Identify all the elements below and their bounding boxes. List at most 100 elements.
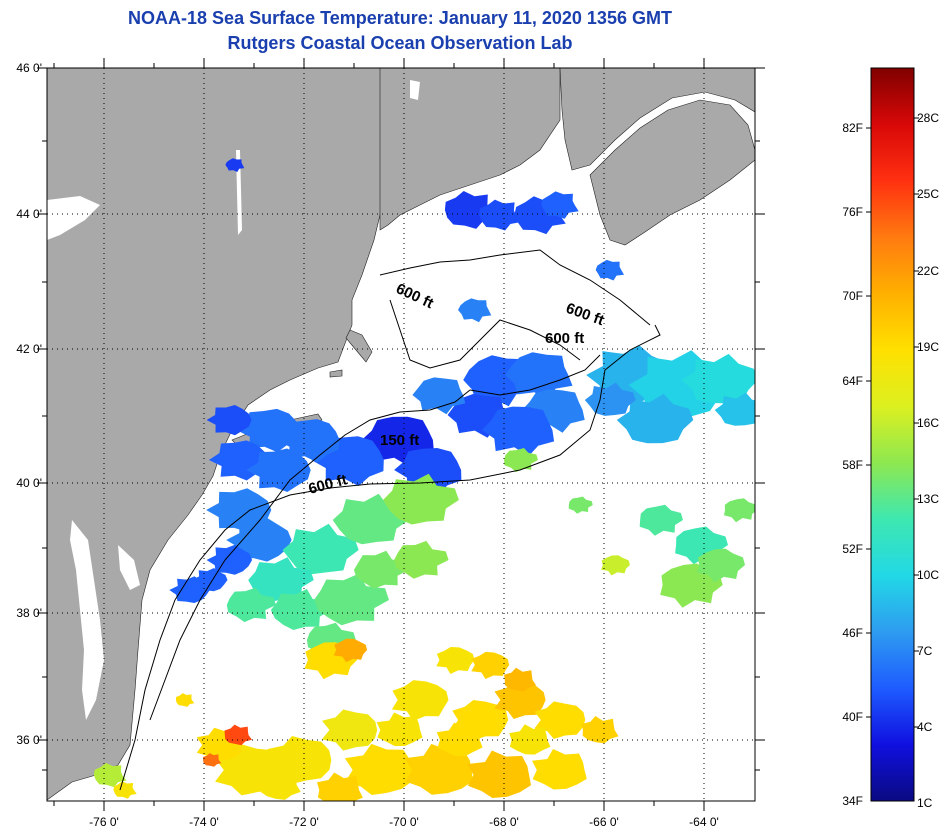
colorbar-fahrenheit-labels: 82F 76F 70F 64F 58F 52F 46F 40F 34F <box>842 121 863 808</box>
nantucket <box>329 369 343 378</box>
sst-patch <box>504 667 537 692</box>
lat-label: 44 0' <box>16 207 42 221</box>
sst-patch <box>471 651 510 679</box>
sst-patch <box>509 724 551 755</box>
sst-patch <box>404 743 473 795</box>
sst-patch <box>541 191 579 219</box>
contour-gulf-inner <box>389 299 581 369</box>
figure-title: NOAA-18 Sea Surface Temperature: January… <box>128 8 672 28</box>
sst-patch <box>282 523 359 575</box>
sst-patch <box>568 496 593 514</box>
sst-patch <box>203 753 222 767</box>
sst-patch <box>681 353 755 404</box>
colorbar-celsius-labels: 28C 25C 22C 19C 16C 13C 10C 7C 4C 1C <box>917 111 939 810</box>
colorbar-ticks <box>866 117 919 728</box>
lat-label: 38 0' <box>16 606 42 620</box>
sst-patch <box>206 544 253 575</box>
lat-label: 42 0' <box>16 342 42 356</box>
land-masses <box>47 68 755 801</box>
inland-water <box>47 80 420 720</box>
sst-patch <box>714 392 755 426</box>
cb-c-label: 10C <box>917 568 939 582</box>
sst-patch <box>436 647 475 674</box>
axis-ticks <box>37 58 765 811</box>
sst-patch <box>479 199 522 231</box>
sst-patch <box>344 743 413 795</box>
sst-patch <box>175 693 195 707</box>
lon-label: -74 0' <box>189 815 219 829</box>
graticule <box>47 68 755 801</box>
sst-patch <box>394 540 449 579</box>
cb-c-label: 25C <box>917 187 939 201</box>
sst-patch <box>494 681 546 719</box>
sst-patch <box>505 352 573 400</box>
cb-c-label: 7C <box>917 644 933 658</box>
cb-c-label: 22C <box>917 264 939 278</box>
cb-f-label: 46F <box>842 626 863 640</box>
sst-patch <box>376 712 423 747</box>
sst-patch <box>436 722 483 757</box>
cb-f-label: 82F <box>842 121 863 135</box>
cb-f-label: 40F <box>842 710 863 724</box>
colorbar <box>870 67 915 802</box>
map-frame <box>46 67 756 802</box>
sst-patch <box>616 393 694 444</box>
figure-subtitle: Rutgers Coastal Ocean Observation Lab <box>227 33 573 53</box>
sst-patch <box>383 473 459 525</box>
contour-150ft <box>149 389 471 721</box>
sst-patch <box>467 750 531 798</box>
sst-patch <box>314 573 389 626</box>
sst-patch <box>113 781 137 799</box>
cb-c-label: 13C <box>917 492 939 506</box>
sst-patch <box>224 724 252 746</box>
lat-label: 36 0' <box>16 733 42 747</box>
sst-patch <box>93 763 127 788</box>
sst-patch <box>532 749 587 790</box>
lon-label: -64 0' <box>689 815 719 829</box>
lon-label: -68 0' <box>489 815 519 829</box>
nova-scotia <box>589 99 755 246</box>
cb-c-label: 1C <box>917 796 933 810</box>
sst-patch <box>246 448 311 492</box>
cb-c-label: 19C <box>917 340 939 354</box>
lake-ontario <box>47 196 100 240</box>
lat-label: 46 0' <box>16 61 42 75</box>
lon-label: -66 0' <box>589 815 619 829</box>
sst-patch <box>191 568 228 592</box>
sst-patch <box>317 772 363 801</box>
sst-patch <box>697 548 745 583</box>
contour-label: 150 ft <box>380 432 419 449</box>
cb-f-label: 34F <box>842 794 863 808</box>
sst-patch <box>595 259 624 281</box>
bathymetry-contours <box>119 249 661 791</box>
new-brunswick <box>559 68 755 171</box>
sst-patch <box>481 406 555 457</box>
sst-patch <box>458 298 492 323</box>
sst-patch <box>236 408 300 453</box>
maine-coast <box>379 68 561 231</box>
lat-label: 40 0' <box>16 476 42 490</box>
sst-patch <box>321 709 378 751</box>
contour-600ft-shelf-break <box>119 324 661 791</box>
lon-label: -76 0' <box>89 815 119 829</box>
cb-c-label: 28C <box>917 111 939 125</box>
sst-patch <box>206 488 272 532</box>
cb-f-label: 64F <box>842 374 863 388</box>
sst-patches <box>93 158 755 801</box>
sst-patch <box>259 769 301 800</box>
cb-f-label: 76F <box>842 205 863 219</box>
sst-patch <box>226 587 276 623</box>
chesapeake-bay <box>70 520 104 720</box>
sst-patch <box>639 504 683 536</box>
contour-label: 600 ft <box>545 330 584 347</box>
cape-cod <box>345 329 373 363</box>
sst-patch <box>391 680 449 721</box>
sst-patch <box>601 555 630 576</box>
sst-patch <box>724 498 755 523</box>
cb-f-label: 58F <box>842 458 863 472</box>
cb-f-label: 70F <box>842 289 863 303</box>
delaware-bay <box>118 545 140 590</box>
latitude-labels: 46 0' 44 0' 42 0' 40 0' 38 0' 36 0' <box>16 61 42 747</box>
sst-patch <box>333 638 368 663</box>
